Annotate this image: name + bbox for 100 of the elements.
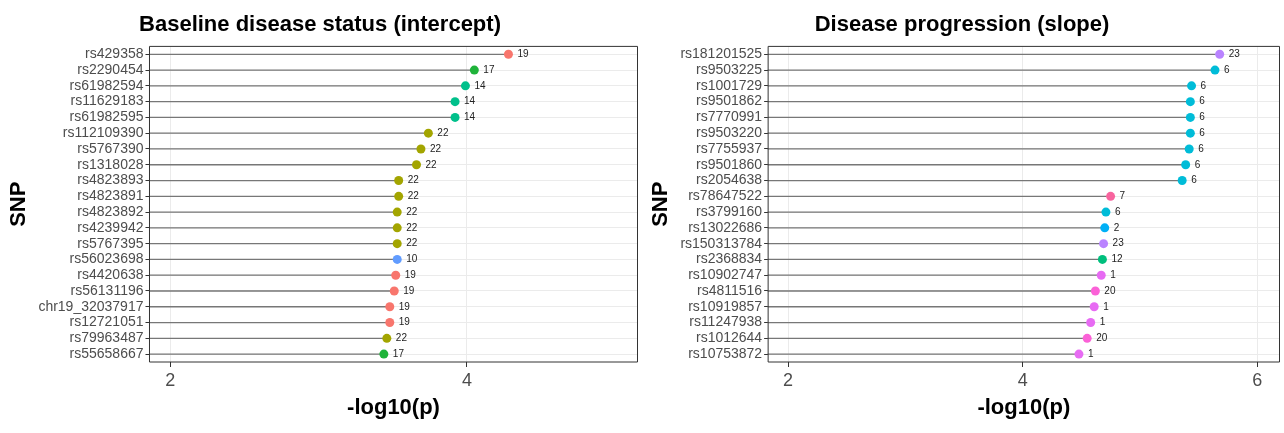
y-tick-label: rs10919857 bbox=[688, 297, 763, 314]
y-tick-label: rs10753872 bbox=[688, 344, 763, 361]
y-tick-label: rs4823892 bbox=[77, 202, 144, 219]
annotation: 6 bbox=[1199, 126, 1206, 138]
annotation: 22 bbox=[429, 142, 442, 154]
annotation: 22 bbox=[407, 174, 420, 186]
annotation: 19 bbox=[517, 48, 530, 60]
y-tick-label: rs79963487 bbox=[69, 329, 144, 346]
annotation: 17 bbox=[483, 63, 495, 75]
y-tick-label: rs10902747 bbox=[688, 266, 763, 283]
point bbox=[1187, 81, 1197, 91]
annotation: 6 bbox=[1114, 205, 1121, 217]
x-tick-label: 2 bbox=[165, 369, 176, 390]
y-tick-label: rs12721051 bbox=[69, 313, 144, 330]
point bbox=[385, 318, 395, 328]
y-tick-label: rs150313784 bbox=[680, 234, 763, 251]
annotation: 19 bbox=[404, 268, 417, 280]
point bbox=[1181, 160, 1191, 170]
point bbox=[382, 333, 392, 343]
point bbox=[392, 254, 402, 264]
point bbox=[1074, 349, 1084, 359]
point bbox=[1106, 191, 1116, 201]
y-tick-label: rs112109390 bbox=[62, 124, 144, 141]
y-tick-label: rs4239942 bbox=[77, 218, 144, 235]
point bbox=[1101, 207, 1111, 217]
annotation: 1 bbox=[1103, 300, 1110, 312]
y-tick-label: rs56131196 bbox=[70, 281, 144, 298]
y-tick-label: rs11247938 bbox=[689, 313, 763, 330]
annotation: 19 bbox=[403, 284, 415, 296]
annotation: 19 bbox=[398, 316, 411, 328]
y-tick-label: rs4811516 bbox=[697, 281, 763, 298]
annotation: 22 bbox=[406, 205, 418, 217]
y-tick-label: rs2290454 bbox=[77, 60, 144, 77]
annotation: 14 bbox=[464, 111, 476, 123]
y-tick-label: rs11629183 bbox=[70, 92, 144, 109]
point bbox=[1185, 128, 1195, 138]
y-tick-label: rs9501862 bbox=[695, 92, 763, 109]
y-tick-label: rs1012644 bbox=[695, 329, 763, 346]
y-tick-label: rs429358 bbox=[85, 45, 144, 62]
annotation: 14 bbox=[464, 95, 476, 107]
point bbox=[1210, 65, 1220, 75]
annotation: 1 bbox=[1087, 347, 1094, 359]
point bbox=[1096, 270, 1106, 280]
point bbox=[450, 112, 460, 122]
x-tick-label: 6 bbox=[1252, 369, 1263, 390]
y-tick-label: rs61982594 bbox=[69, 76, 144, 93]
annotation: 6 bbox=[1199, 95, 1206, 107]
y-tick-label: rs4420638 bbox=[77, 266, 144, 283]
point bbox=[469, 65, 479, 75]
y-tick-label: rs9501860 bbox=[695, 155, 763, 172]
annotation: 22 bbox=[406, 237, 418, 249]
point bbox=[503, 49, 513, 59]
annotation: 6 bbox=[1223, 63, 1230, 75]
annotation: 1 bbox=[1099, 316, 1106, 328]
point bbox=[1082, 333, 1092, 343]
point bbox=[1097, 254, 1107, 264]
point bbox=[1185, 97, 1195, 107]
annotation: 19 bbox=[398, 300, 411, 312]
y-axis-title: SNP bbox=[5, 181, 31, 227]
x-tick-label: 4 bbox=[1017, 369, 1028, 390]
y-tick-label: rs9503225 bbox=[695, 60, 763, 77]
point bbox=[391, 270, 401, 280]
x-axis-title: -log10(p) bbox=[347, 393, 440, 419]
annotation: 7 bbox=[1119, 190, 1126, 202]
y-tick-label: rs2368834 bbox=[695, 250, 763, 267]
annotation: 6 bbox=[1199, 111, 1206, 123]
y-tick-label: rs78647522 bbox=[688, 187, 763, 204]
annotation: 23 bbox=[1112, 237, 1125, 249]
point bbox=[1089, 302, 1099, 312]
annotation: 23 bbox=[1228, 48, 1241, 60]
point bbox=[1215, 49, 1225, 59]
point bbox=[392, 223, 402, 233]
point bbox=[394, 176, 404, 186]
annotation: 6 bbox=[1191, 174, 1198, 186]
annotation: 14 bbox=[474, 79, 486, 91]
y-tick-label: rs7770991 bbox=[695, 108, 763, 125]
annotation: 2 bbox=[1113, 221, 1120, 233]
chart-title: Baseline disease status (intercept) bbox=[139, 11, 501, 37]
annotation: 17 bbox=[392, 347, 405, 359]
point bbox=[450, 97, 460, 107]
x-axis-title: -log10(p) bbox=[977, 393, 1071, 419]
point bbox=[1099, 239, 1109, 249]
y-tick-label: rs61982595 bbox=[69, 108, 144, 125]
y-tick-label: rs181201525 bbox=[680, 45, 763, 62]
y-tick-label: chr19_32037917 bbox=[38, 297, 144, 314]
point bbox=[1177, 176, 1187, 186]
annotation: 22 bbox=[437, 126, 449, 138]
point bbox=[1086, 318, 1096, 328]
annotation: 22 bbox=[425, 158, 438, 170]
y-tick-label: rs4823893 bbox=[77, 171, 144, 188]
point bbox=[392, 239, 402, 249]
annotation: 22 bbox=[395, 332, 408, 344]
annotation: 22 bbox=[407, 190, 420, 202]
annotation: 10 bbox=[406, 253, 418, 265]
point bbox=[1100, 223, 1110, 233]
x-tick-label: 4 bbox=[461, 369, 472, 390]
point bbox=[411, 160, 421, 170]
y-tick-label: rs1001729 bbox=[695, 76, 763, 93]
point bbox=[460, 81, 470, 91]
y-tick-label: rs9503220 bbox=[695, 124, 763, 141]
